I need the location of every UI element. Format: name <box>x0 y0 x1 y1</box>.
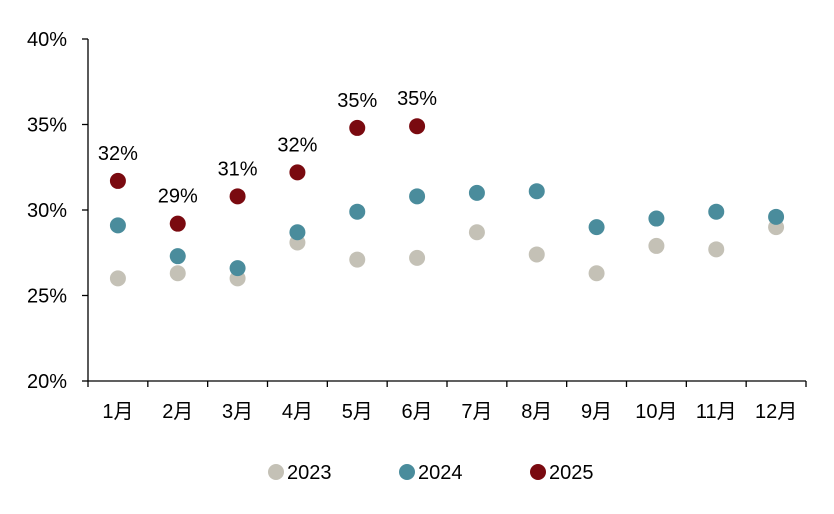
data-label-2025: 35% <box>397 88 437 110</box>
data-label-2025: 29% <box>158 186 198 208</box>
legend-marker-2025 <box>530 464 546 480</box>
y-tick-label: 20% <box>27 371 67 393</box>
legend-label-2024: 2024 <box>418 462 463 484</box>
point-2024 <box>768 208 785 225</box>
y-tick-label: 35% <box>27 115 67 137</box>
legend-marker-2024 <box>399 464 415 480</box>
y-tick-label: 30% <box>27 200 67 222</box>
point-2024 <box>588 219 605 236</box>
point-2025 <box>349 119 366 136</box>
point-2025 <box>409 118 426 135</box>
x-tick-label: 12月 <box>755 401 797 423</box>
legend-label-2023: 2023 <box>287 462 332 484</box>
point-2024 <box>349 203 366 220</box>
point-2023 <box>708 241 725 258</box>
x-tick-label: 8月 <box>521 401 552 423</box>
data-label-2025: 35% <box>337 90 377 112</box>
point-2023 <box>588 265 605 282</box>
point-2024 <box>229 260 246 277</box>
point-2025 <box>229 188 246 205</box>
x-tick-label: 4月 <box>282 401 313 423</box>
x-tick-label: 2月 <box>162 401 193 423</box>
data-label-2025: 32% <box>98 143 138 165</box>
point-2023 <box>468 224 485 241</box>
x-tick-label: 9月 <box>581 401 612 423</box>
point-2023 <box>169 265 186 282</box>
x-tick-label: 7月 <box>461 401 492 423</box>
x-tick-label: 11月 <box>696 401 737 423</box>
point-2023 <box>409 249 426 266</box>
data-label-2025: 32% <box>277 134 317 156</box>
legend-label-2025: 2025 <box>549 462 594 484</box>
point-2024 <box>409 188 426 205</box>
point-2024 <box>528 183 545 200</box>
point-2025 <box>169 215 186 232</box>
x-tick-label: 10月 <box>635 401 677 423</box>
point-2023 <box>528 246 545 263</box>
y-tick-label: 25% <box>27 286 67 308</box>
legend-marker-2023 <box>268 464 284 480</box>
data-label-2025: 31% <box>218 158 258 180</box>
point-2024 <box>708 203 725 220</box>
point-2024 <box>169 248 186 265</box>
point-2024 <box>289 224 306 241</box>
point-2024 <box>109 217 126 234</box>
point-2024 <box>468 184 485 201</box>
point-2023 <box>349 251 366 268</box>
point-2023 <box>109 270 126 287</box>
point-2025 <box>289 164 306 181</box>
point-2023 <box>648 237 665 254</box>
point-2025 <box>109 172 126 189</box>
x-tick-label: 6月 <box>402 401 433 423</box>
x-tick-label: 1月 <box>102 401 133 423</box>
x-tick-label: 3月 <box>222 401 253 423</box>
point-2024 <box>648 210 665 227</box>
y-tick-label: 40% <box>27 29 67 51</box>
x-tick-label: 5月 <box>342 401 373 423</box>
